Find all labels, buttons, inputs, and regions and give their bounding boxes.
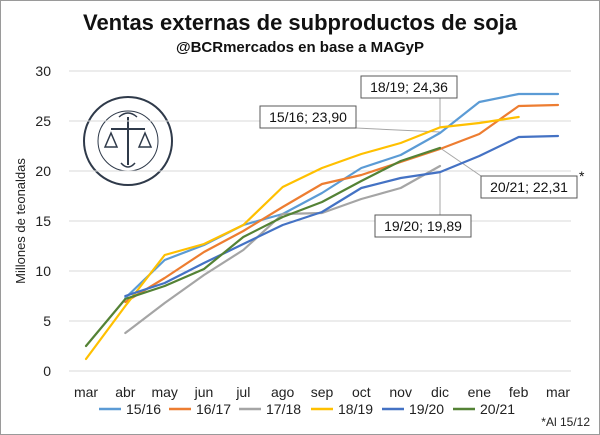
legend-label: 16/17 bbox=[196, 401, 231, 417]
series-lines bbox=[84, 92, 560, 361]
legend-label: 20/21 bbox=[480, 401, 515, 417]
legend-label: 17/18 bbox=[266, 401, 301, 417]
y-tick-label: 0 bbox=[43, 363, 51, 379]
series-line-20-21 bbox=[84, 146, 442, 348]
series-line-17-18 bbox=[124, 164, 442, 335]
x-tick-label: nov bbox=[389, 384, 412, 400]
x-tick-label: dic bbox=[431, 384, 449, 400]
x-tick-label: mar bbox=[546, 384, 570, 400]
x-tick-label: sep bbox=[311, 384, 334, 400]
callout-leader bbox=[439, 147, 482, 177]
y-tick-labels: 0 5 10 15 20 25 30 bbox=[35, 63, 51, 379]
y-axis-label: Millones de teonaldas bbox=[13, 158, 28, 284]
chart-subtitle: @BCRmercados en base a MAGyP bbox=[176, 39, 424, 56]
callout-box bbox=[259, 105, 357, 129]
x-tick-label: ago bbox=[271, 384, 295, 400]
series-line-16-17 bbox=[124, 103, 560, 304]
bcr-seal-logo bbox=[83, 96, 173, 186]
callout-label: 18/19; 24,36 bbox=[370, 79, 448, 95]
callout-box bbox=[480, 175, 578, 199]
legend: 15/16 16/17 17/18 18/19 19/20 20/21 bbox=[99, 401, 515, 417]
x-tick-label: jul bbox=[235, 384, 250, 400]
callout-box bbox=[374, 214, 472, 238]
callout-marker: * bbox=[579, 168, 585, 184]
series-line-18-19 bbox=[84, 115, 520, 361]
legend-label: 15/16 bbox=[126, 401, 161, 417]
chart-title: Ventas externas de subproductos de soja bbox=[83, 10, 518, 35]
legend-label: 19/20 bbox=[409, 401, 444, 417]
x-tick-label: abr bbox=[115, 384, 136, 400]
x-tick-label: feb bbox=[509, 384, 529, 400]
callout-box bbox=[360, 75, 458, 99]
callout-label: 15/16; 23,90 bbox=[269, 109, 347, 125]
x-tick-label: ene bbox=[468, 384, 492, 400]
x-tick-label: mar bbox=[74, 384, 98, 400]
y-tick-label: 10 bbox=[35, 263, 51, 279]
y-tick-label: 15 bbox=[35, 213, 51, 229]
callout-leader bbox=[355, 127, 441, 133]
y-tick-label: 30 bbox=[35, 63, 51, 79]
callout-label: 20/21; 22,31 bbox=[490, 179, 568, 195]
x-tick-label: may bbox=[151, 384, 177, 400]
callout-label: 19/20; 19,89 bbox=[384, 218, 462, 234]
y-tick-label: 5 bbox=[43, 313, 51, 329]
data-callouts: 18/19; 24,36 15/16; 23,90 20/21; 22,31 19/2… bbox=[259, 75, 585, 238]
x-tick-label: jun bbox=[194, 384, 214, 400]
y-tick-label: 20 bbox=[35, 163, 51, 179]
footnote: *Al 15/12 bbox=[541, 415, 590, 429]
x-tick-label: oct bbox=[352, 384, 371, 400]
callout-leader-lines bbox=[355, 98, 482, 215]
y-tick-label: 25 bbox=[35, 113, 51, 129]
x-tick-labels: mar abr may jun jul ago sep oct nov dic ene feb mar bbox=[74, 384, 570, 400]
legend-label: 18/19 bbox=[338, 401, 373, 417]
series-line-19-20 bbox=[124, 134, 560, 298]
